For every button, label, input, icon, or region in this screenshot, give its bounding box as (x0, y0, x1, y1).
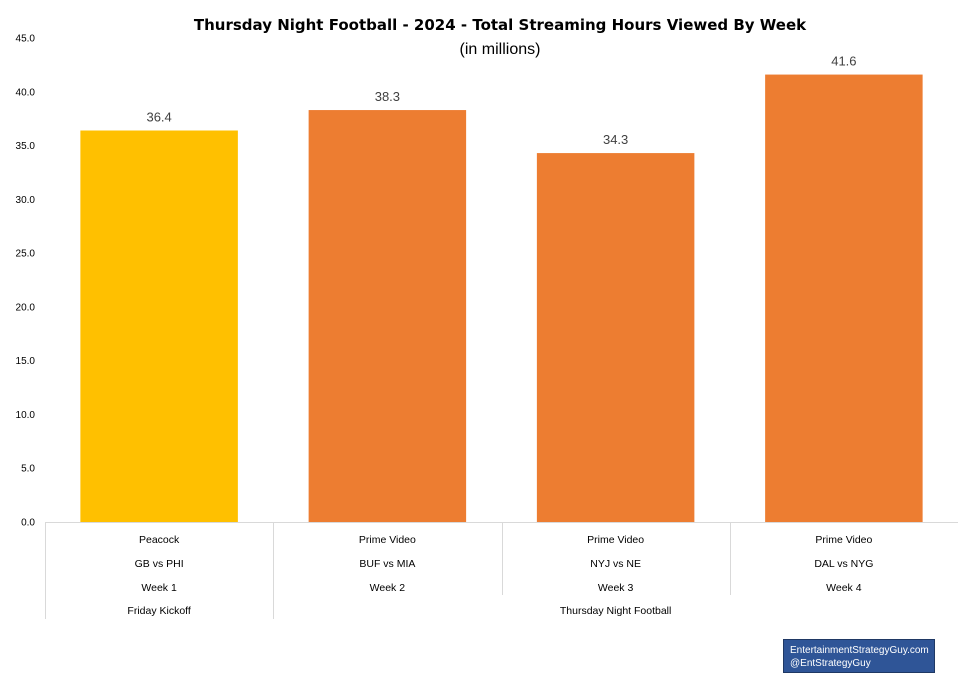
y-tick-label: 10.0 (16, 410, 36, 421)
y-axis: 0.0 5.0 10.0 15.0 20.0 25.0 30.0 35.0 40.0 45.0 (16, 34, 36, 529)
category-matchup-label: GB vs PHI (135, 558, 184, 570)
credit-box: EntertainmentStrategyGuy.com @EntStrateg… (783, 639, 935, 673)
bar (80, 130, 238, 522)
bar (536, 153, 695, 522)
y-tick-label: 20.0 (16, 302, 36, 313)
category-week-label: Week 3 (598, 582, 634, 594)
category-platform-label: Prime Video (359, 534, 416, 546)
category-platform-label: Prime Video (587, 534, 644, 546)
y-tick-label: 40.0 (16, 87, 36, 98)
category-matchup-label: BUF vs MIA (359, 558, 415, 570)
category-week-label: Week 2 (370, 582, 406, 594)
data-label: 38.3 (375, 89, 400, 104)
x-axis: Peacock GB vs PHI Week 1 Prime Video BUF vs … (45, 522, 958, 619)
category-week-label: Week 4 (826, 582, 862, 594)
data-label: 41.6 (831, 54, 856, 69)
category-matchup-label: DAL vs NYG (814, 558, 873, 570)
y-tick-label: 45.0 (16, 34, 36, 45)
y-tick-label: 30.0 (16, 195, 36, 206)
data-label: 34.3 (603, 132, 628, 147)
category-matchup-label: NYJ vs NE (590, 558, 641, 570)
chart-subtitle: (in millions) (460, 41, 541, 58)
bars: 36.4 38.3 34.3 41.6 (80, 54, 923, 523)
data-label: 36.4 (146, 109, 171, 124)
y-tick-label: 5.0 (21, 464, 35, 475)
chart-title: Thursday Night Football - 2024 - Total S… (194, 16, 807, 34)
y-tick-label: 15.0 (16, 356, 36, 367)
category-platform-label: Peacock (139, 534, 180, 546)
credit-website: EntertainmentStrategyGuy.com (790, 645, 929, 656)
credit-handle: @EntStrategyGuy (790, 658, 871, 669)
y-tick-label: 25.0 (16, 249, 36, 260)
category-platform-label: Prime Video (815, 534, 872, 546)
bar (765, 74, 923, 523)
group-label: Friday Kickoff (127, 605, 190, 617)
category-week-label: Week 1 (141, 582, 177, 594)
y-tick-label: 35.0 (16, 141, 36, 152)
group-label: Thursday Night Football (560, 605, 671, 617)
y-tick-label: 0.0 (21, 518, 35, 529)
bar (308, 110, 467, 522)
